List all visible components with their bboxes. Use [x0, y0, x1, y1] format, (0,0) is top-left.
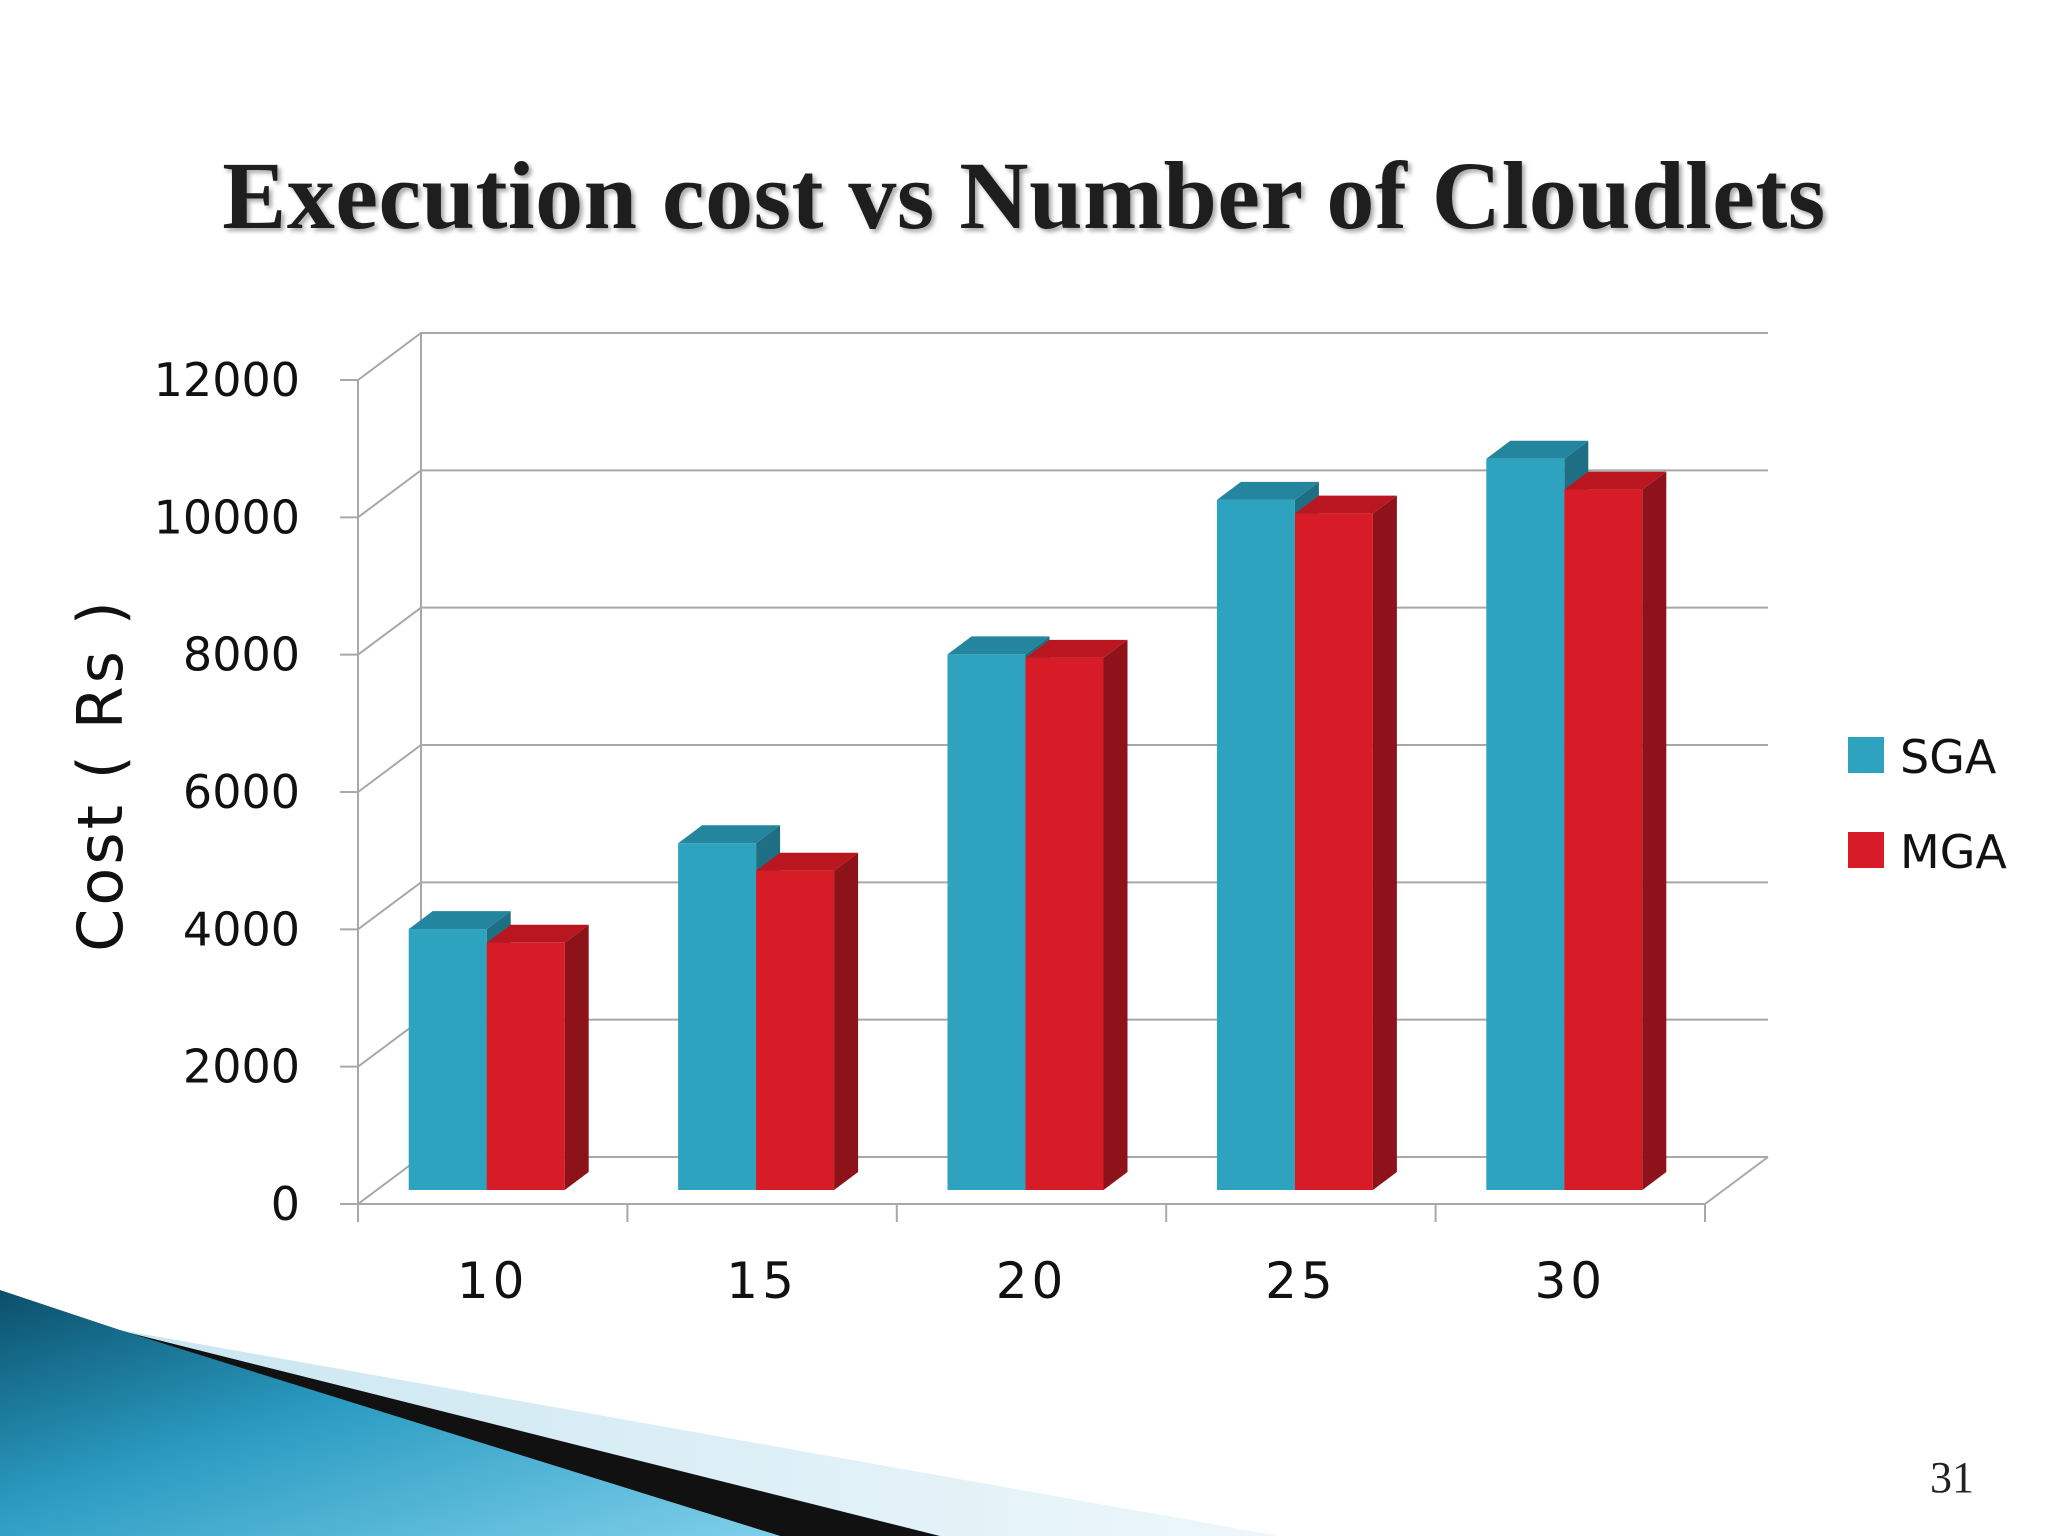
y-axis-label: Cost ( Rs ): [64, 598, 137, 952]
slide-title: Execution cost vs Number of Cloudlets: [222, 142, 1826, 249]
bar-front: [1025, 657, 1104, 1190]
swoosh-black-band: [110, 1328, 940, 1536]
bar-top: [1486, 440, 1589, 459]
bar-mga-30: [1564, 471, 1667, 1191]
bar-mga-25: [1294, 495, 1397, 1191]
bar-top: [678, 825, 781, 844]
bar-front: [1294, 513, 1373, 1190]
bar-top: [756, 852, 859, 871]
bar-front: [408, 929, 487, 1190]
legend-label-sga: SGA: [1900, 730, 1997, 784]
y-tick-label: 4000: [183, 902, 300, 956]
x-tick-label: 25: [1265, 1252, 1337, 1310]
gridline: [357, 332, 1768, 381]
bar-top: [947, 636, 1050, 655]
bar-top: [408, 911, 511, 930]
bar-front: [486, 942, 565, 1190]
chart-legend: SGA MGA: [1848, 730, 2007, 879]
bar-top: [1025, 639, 1128, 658]
bar-side: [1103, 639, 1128, 1190]
bar-front: [947, 654, 1026, 1190]
bar-front: [756, 870, 835, 1190]
bar-side: [564, 924, 589, 1190]
swoosh-pale-band: [120, 1330, 1280, 1536]
y-tick-label: 0: [271, 1177, 300, 1231]
bar-front: [1564, 489, 1643, 1191]
chart-bars: [408, 440, 1667, 1191]
gridline: [357, 469, 1768, 519]
legend-label-mga: MGA: [1900, 825, 2007, 879]
chart-axes: [340, 379, 1769, 1222]
bar-top: [486, 924, 589, 943]
bar-front: [1216, 499, 1295, 1190]
bar-sga-10: [408, 911, 511, 1190]
bar-top: [1564, 471, 1667, 490]
y-tick-label: 10000: [154, 490, 300, 544]
y-tick-label: 8000: [183, 628, 300, 682]
bar-front: [1486, 458, 1565, 1190]
legend-swatch-sga: [1848, 737, 1884, 773]
y-tick-label: 12000: [154, 353, 300, 407]
bar-side: [1642, 471, 1667, 1191]
page-number: 31: [1930, 1453, 1974, 1502]
bar-mga-20: [1025, 639, 1128, 1190]
floor-right-edge: [1704, 1156, 1769, 1205]
swoosh-blue-band: [0, 1290, 780, 1536]
legend-swatch-mga: [1848, 832, 1884, 868]
x-tick-label: 10: [457, 1252, 529, 1310]
bar-side: [1372, 495, 1397, 1191]
bar-top: [1294, 495, 1397, 514]
chart-labels: 0 2000 4000 6000 8000 10000 12000 10 15 20 25 30 Cos…: [64, 353, 1606, 1310]
x-tick-label: 15: [726, 1252, 798, 1310]
x-tick-label: 30: [1534, 1252, 1606, 1310]
bar-front: [678, 843, 757, 1190]
bar-mga-10: [486, 924, 589, 1190]
y-tick-label: 6000: [183, 765, 300, 819]
bar-mga-15: [756, 852, 859, 1190]
bar-side: [834, 852, 859, 1190]
x-tick-label: 20: [996, 1252, 1068, 1310]
y-tick-label: 2000: [183, 1040, 300, 1094]
bar-top: [1216, 481, 1319, 500]
